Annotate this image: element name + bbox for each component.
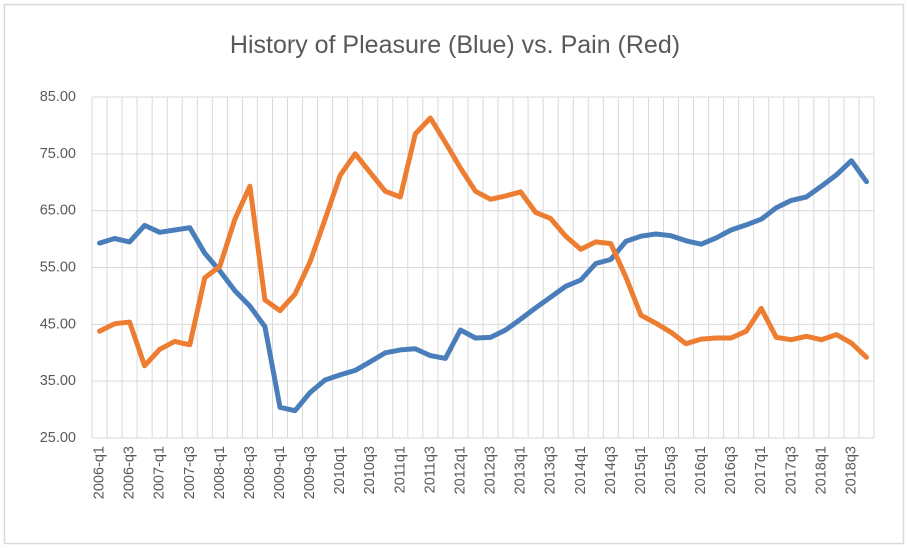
gridlines <box>91 96 875 439</box>
x-axis-tick-label: 2013q3 <box>543 446 559 494</box>
chart-title: History of Pleasure (Blue) vs. Pain (Red… <box>230 31 680 59</box>
y-axis-tick-label: 75.00 <box>40 146 76 162</box>
y-axis-tick-label: 55.00 <box>40 260 76 276</box>
x-axis-tick-label: 2009-q1 <box>272 446 288 499</box>
y-axis-tick-label: 35.00 <box>40 373 76 389</box>
y-axis-tick-label: 85.00 <box>40 89 76 105</box>
x-axis-tick-label: 2017q1 <box>753 446 769 494</box>
x-axis-tick-label: 2012q1 <box>452 446 468 494</box>
x-axis-tick-label: 2007-q3 <box>182 446 198 499</box>
series-lines <box>97 115 869 414</box>
x-axis-tick-label: 2011q1 <box>392 446 408 493</box>
y-axis: 85.00 75.00 65.00 55.00 45.00 35.00 25.00 <box>40 89 76 446</box>
x-axis-tick-label: 2017q3 <box>783 446 799 494</box>
x-axis-tick-label: 2008-q3 <box>242 446 258 499</box>
x-axis-tick-label: 2012q3 <box>483 446 499 494</box>
x-axis-tick-label: 2014q1 <box>573 446 589 494</box>
x-axis-tick-label: 2013q1 <box>513 446 529 494</box>
y-axis-tick-label: 45.00 <box>40 316 76 332</box>
x-axis-tick-label: 2018q3 <box>843 446 859 494</box>
x-axis-tick-label: 2008-q1 <box>212 446 228 499</box>
x-axis-tick-label: 2018q1 <box>813 446 829 494</box>
y-axis-tick-label: 25.00 <box>40 430 76 446</box>
x-axis-tick-label: 2009-q3 <box>302 446 318 499</box>
x-axis-tick-label: 2011q3 <box>422 446 438 493</box>
x-axis-tick-label: 2006-q3 <box>122 446 138 499</box>
x-axis-tick-label: 2014q3 <box>603 446 619 494</box>
x-axis-tick-label: 2015q3 <box>663 446 679 494</box>
x-axis-tick-label: 2016q1 <box>693 446 709 494</box>
x-axis-tick-label: 2015q1 <box>633 446 649 494</box>
x-axis-tick-label: 2006-q1 <box>92 446 108 499</box>
x-axis-tick-label: 2010q3 <box>362 446 378 494</box>
y-axis-tick-label: 65.00 <box>40 203 76 219</box>
x-axis-tick-label: 2010q1 <box>332 446 348 494</box>
x-axis-tick-label: 2007-q1 <box>152 446 168 499</box>
pain-line <box>97 115 869 369</box>
pleasure-line <box>97 158 869 414</box>
x-axis: 2006-q1 2006-q3 2007-q1 2007-q3 2008-q1 2008-… <box>92 446 860 499</box>
x-axis-tick-label: 2016q3 <box>723 446 739 494</box>
